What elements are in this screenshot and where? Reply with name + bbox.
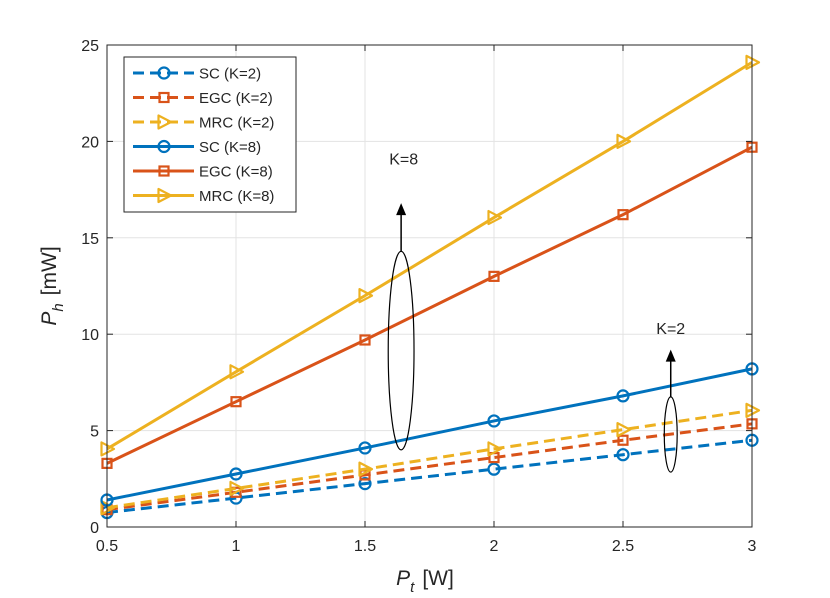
data-point — [488, 270, 500, 282]
legend-marker — [158, 91, 170, 104]
annotation-arrow-head — [396, 203, 407, 216]
legend: SC (K=2) EGC (K=2) MRC (K=2) SC (K=8) EGC (K… — [123, 56, 297, 213]
annotation-label: K=8 — [389, 152, 418, 169]
data-point — [487, 441, 503, 457]
legend-entry: EGC (K=8) — [133, 164, 273, 181]
data-point — [616, 422, 632, 438]
series-mrc-k-2 — [100, 402, 761, 516]
y-tick-label: 10 — [81, 327, 99, 344]
y-tick-label: 5 — [90, 424, 99, 441]
annotation-k-8: K=8 — [387, 152, 418, 451]
x-tick-label: 3 — [748, 538, 757, 555]
data-point — [617, 434, 629, 446]
legend-marker — [157, 66, 171, 80]
data-point — [230, 396, 242, 408]
x-tick-label: 1.5 — [354, 538, 376, 555]
legend-marker — [157, 187, 173, 204]
data-point — [358, 477, 372, 491]
grid — [106, 44, 753, 528]
y-tick-label: 15 — [81, 231, 99, 248]
series-line — [106, 61, 753, 451]
series-group — [100, 54, 761, 520]
series-mrc-k-8 — [100, 54, 761, 457]
data-point — [358, 461, 374, 477]
axis-ticks: 0.5 1 1.5 2 2.5 3 0 5 10 15 20 25 — [81, 38, 756, 555]
legend-marker — [157, 114, 173, 130]
legend-label: EGC (K=2) — [199, 90, 273, 107]
x-tick-label: 0.5 — [96, 538, 118, 555]
annotation-ellipse — [387, 250, 415, 451]
data-point — [487, 462, 501, 476]
legend-label: SC (K=2) — [199, 66, 261, 83]
data-point — [616, 133, 632, 149]
y-axis-label: Ph[mW] — [38, 246, 67, 325]
annotation-k-2: K=2 — [656, 321, 685, 473]
data-point — [358, 288, 374, 304]
x-axis-label: Pt [W] — [396, 567, 454, 596]
x-tick-label: 1 — [232, 538, 241, 555]
legend-entry: MRC (K=2) — [133, 114, 274, 132]
series-line — [106, 367, 753, 502]
data-point — [745, 54, 761, 70]
legend-label: MRC (K=2) — [199, 115, 274, 132]
x-tick-label: 2 — [490, 538, 499, 555]
legend-entry: SC (K=8) — [133, 139, 261, 156]
y-tick-label: 25 — [81, 38, 99, 55]
legend-entry: SC (K=2) — [133, 66, 261, 83]
data-point — [359, 334, 371, 346]
series-line — [106, 408, 753, 510]
legend-label: EGC (K=8) — [199, 164, 273, 181]
series-line — [106, 145, 753, 465]
x-tick-label: 2.5 — [612, 538, 634, 555]
series-line — [106, 438, 753, 515]
data-point — [229, 467, 243, 481]
data-point — [229, 480, 245, 497]
y-tick-label: 0 — [90, 520, 99, 537]
annotation-arrow-head — [665, 349, 676, 362]
annotation-label: K=2 — [656, 321, 685, 338]
y-tick-label: 20 — [81, 134, 99, 151]
data-point — [487, 209, 503, 226]
data-point — [358, 441, 372, 455]
legend-label: MRC (K=8) — [199, 188, 274, 205]
legend-label: SC (K=8) — [199, 139, 261, 156]
data-point — [616, 448, 630, 462]
data-point — [617, 209, 629, 221]
series-egc-k-8 — [101, 141, 758, 469]
legend-marker — [158, 165, 170, 177]
legend-marker — [157, 139, 171, 154]
legend-box — [123, 56, 297, 213]
legend-entry: MRC (K=8) — [133, 187, 274, 205]
data-point — [229, 364, 245, 380]
data-point — [616, 389, 630, 403]
legend-entry: EGC (K=2) — [133, 90, 273, 107]
data-point — [100, 441, 116, 457]
series-line — [106, 422, 753, 512]
plot-frame — [106, 44, 753, 528]
data-point — [487, 414, 501, 428]
annotations: K=8 K=2 — [387, 152, 685, 473]
data-point — [745, 402, 761, 418]
